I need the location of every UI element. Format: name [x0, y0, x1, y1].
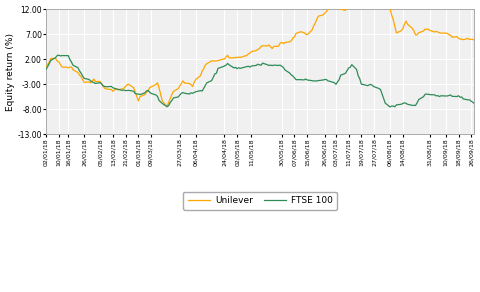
- Line: FTSE 100: FTSE 100: [46, 55, 474, 107]
- Line: Unilever: Unilever: [46, 0, 474, 107]
- Y-axis label: Equity return (%): Equity return (%): [6, 33, 14, 111]
- Legend: Unilever, FTSE 100: Unilever, FTSE 100: [183, 192, 337, 210]
